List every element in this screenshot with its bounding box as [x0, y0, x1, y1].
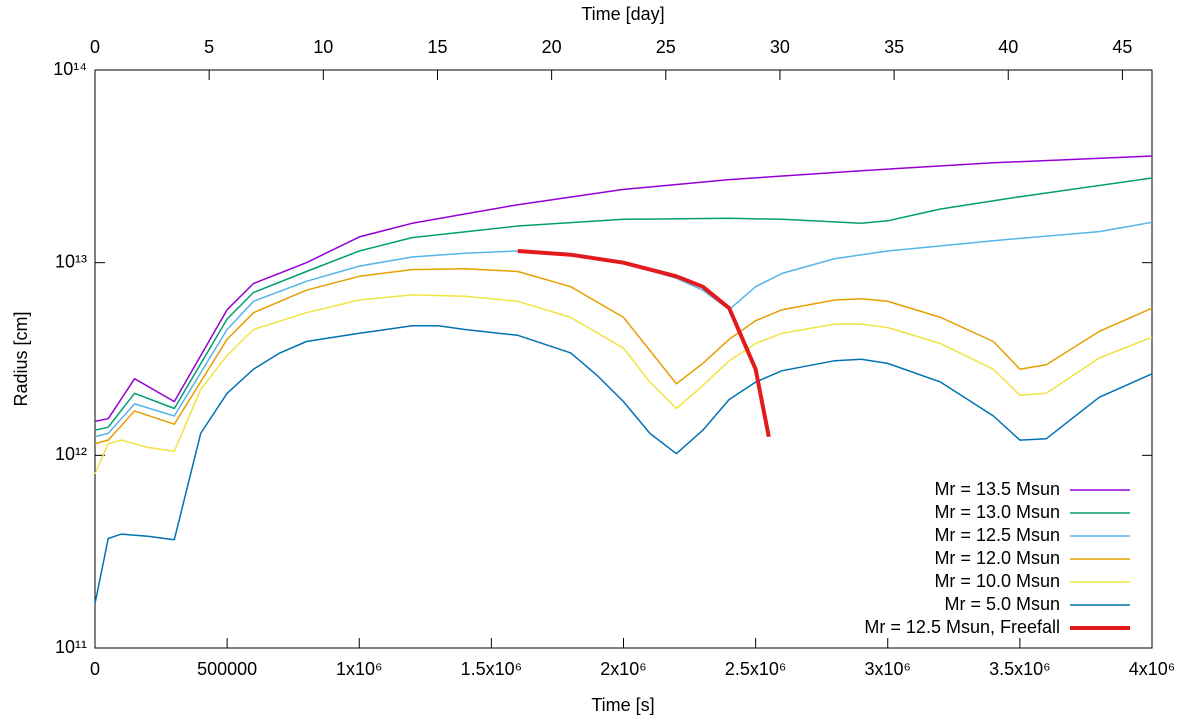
- legend-label: Mr = 10.0 Msun: [934, 571, 1060, 591]
- y-tick-label: 10¹²: [55, 444, 87, 464]
- x2-tick-label: 35: [884, 37, 904, 57]
- y-tick-label: 10¹⁴: [53, 59, 87, 79]
- series-line: [94, 267, 1153, 445]
- x2-tick-label: 25: [656, 37, 676, 57]
- series-line: [94, 294, 1153, 475]
- series-line: [94, 177, 1153, 431]
- x2-tick-label: 5: [204, 37, 214, 57]
- legend-label: Mr = 5.0 Msun: [944, 594, 1060, 614]
- y-tick-label: 10¹¹: [55, 637, 87, 657]
- x-tick-label: 1x10⁶: [336, 659, 382, 679]
- x2-tick-label: 40: [998, 37, 1018, 57]
- x-tick-label: 2.5x10⁶: [725, 659, 786, 679]
- x2-tick-label: 45: [1112, 37, 1132, 57]
- legend-label: Mr = 13.0 Msun: [934, 502, 1060, 522]
- x-axis-label: Time [s]: [591, 695, 654, 715]
- series-line: [517, 249, 771, 438]
- x2-tick-label: 15: [427, 37, 447, 57]
- x2-axis-label: Time [day]: [581, 4, 664, 24]
- x-tick-label: 500000: [197, 659, 257, 679]
- legend-label: Mr = 13.5 Msun: [934, 479, 1060, 499]
- x-tick-label: 3.5x10⁶: [989, 659, 1050, 679]
- x2-tick-label: 10: [313, 37, 333, 57]
- y-tick-label: 10¹³: [55, 251, 87, 271]
- x-tick-label: 4x10⁶: [1129, 659, 1175, 679]
- legend-label: Mr = 12.5 Msun, Freefall: [864, 617, 1060, 637]
- series-line: [94, 155, 1153, 423]
- series-line: [94, 325, 1153, 604]
- x2-tick-label: 20: [542, 37, 562, 57]
- x2-tick-label: 30: [770, 37, 790, 57]
- y-axis-label: Radius [cm]: [11, 311, 31, 406]
- legend-label: Mr = 12.0 Msun: [934, 548, 1060, 568]
- x-tick-label: 3x10⁶: [865, 659, 911, 679]
- x-tick-label: 2x10⁶: [600, 659, 646, 679]
- x2-tick-label: 0: [90, 37, 100, 57]
- x-tick-label: 0: [90, 659, 100, 679]
- x-tick-label: 1.5x10⁶: [461, 659, 522, 679]
- legend-label: Mr = 12.5 Msun: [934, 525, 1060, 545]
